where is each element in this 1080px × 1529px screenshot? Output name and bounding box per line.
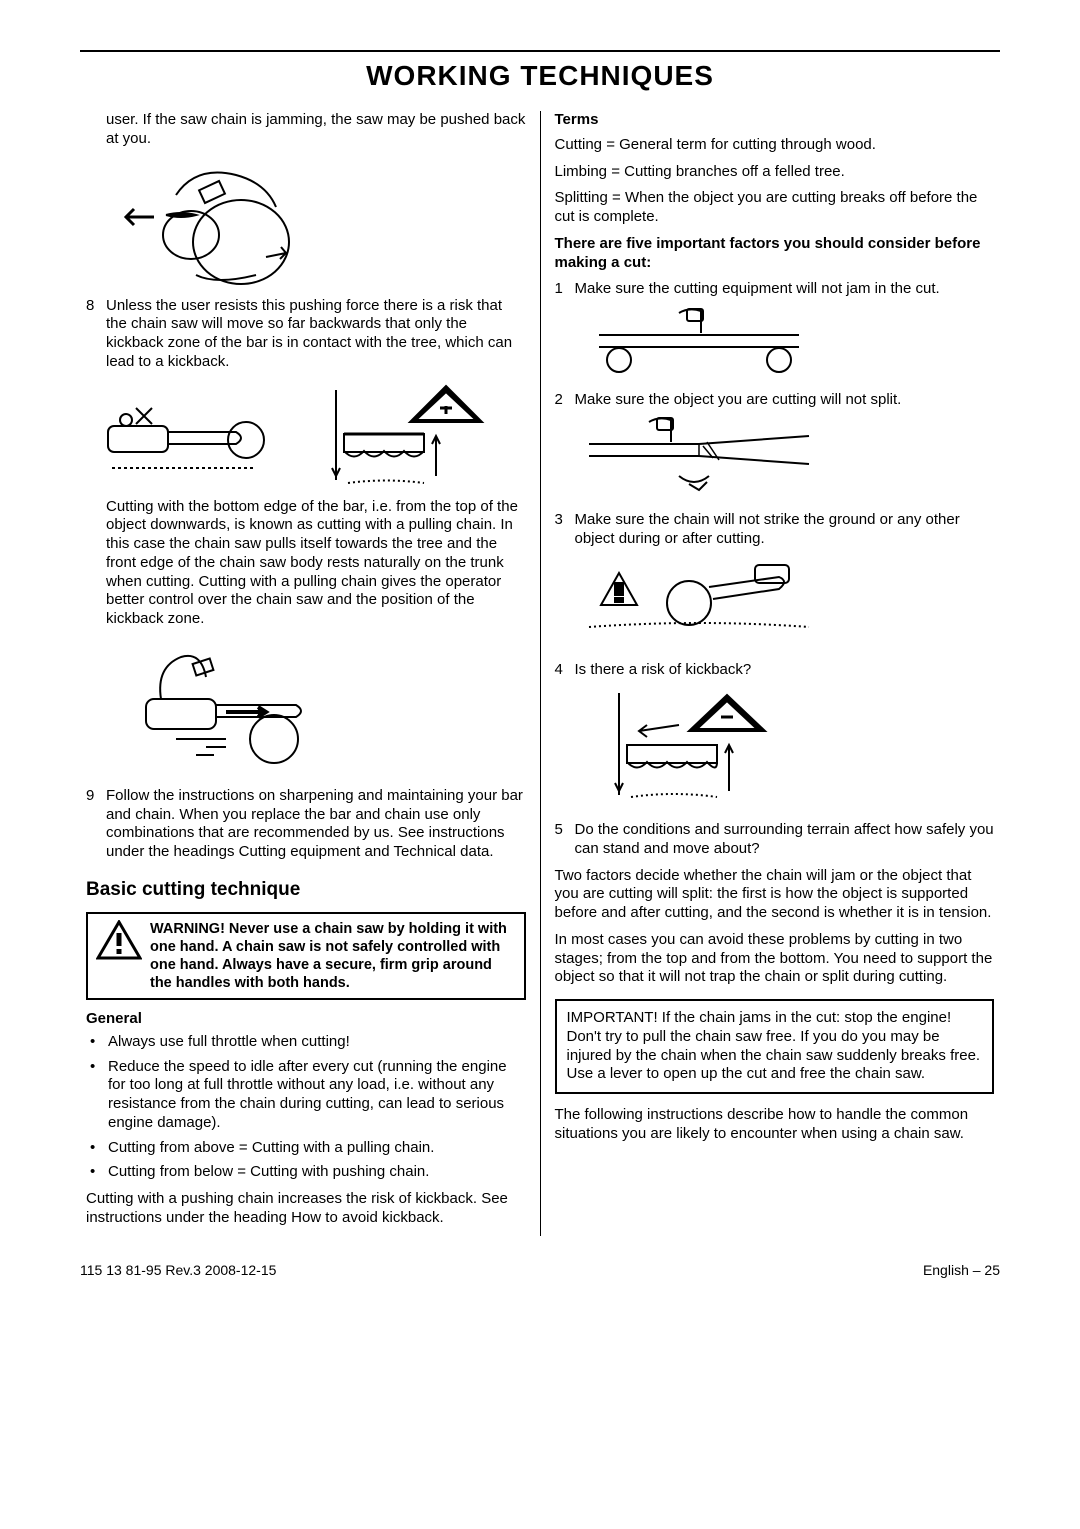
important-text: IMPORTANT! If the chain jams in the cut:… [567, 1009, 981, 1082]
header-rule [80, 50, 1000, 52]
bullet-dot: • [86, 1139, 108, 1158]
terms-heading: Terms [555, 111, 995, 130]
closing-paragraph: The following instructions describe how … [555, 1106, 995, 1144]
factor-4: 4 Is there a risk of kickback? [555, 661, 995, 680]
avoid-problems-paragraph: In most cases you can avoid these proble… [555, 931, 995, 987]
bullet-text: Cutting from below = Cutting with pushin… [108, 1163, 526, 1182]
important-box: IMPORTANT! If the chain jams in the cut:… [555, 999, 995, 1094]
bullet-dot: • [86, 1058, 108, 1133]
bullet-text: Cutting from above = Cutting with a pull… [108, 1139, 526, 1158]
intro-continuation: user. If the saw chain is jamming, the s… [106, 111, 526, 149]
pulling-chain-paragraph: Cutting with the bottom edge of the bar,… [106, 498, 526, 629]
factors-heading: There are five important factors you sho… [555, 235, 995, 273]
subheading-basic-cutting: Basic cutting technique [86, 878, 526, 902]
figure-log-split [579, 416, 995, 502]
page-title: WORKING TECHNIQUES [80, 58, 1000, 93]
bullet-text: Reduce the speed to idle after every cut… [108, 1058, 526, 1133]
list-item-8: 8 Unless the user resists this pushing f… [86, 297, 526, 372]
right-column: Terms Cutting = General term for cutting… [541, 111, 1001, 1236]
two-factors-paragraph: Two factors decide whether the chain wil… [555, 867, 995, 923]
factor-5: 5 Do the conditions and surrounding terr… [555, 821, 995, 859]
item-text: Make sure the cutting equipment will not… [575, 280, 995, 299]
general-heading: General [86, 1010, 526, 1029]
page-footer: 115 13 81-95 Rev.3 2008-12-15 English – … [80, 1262, 1000, 1280]
factor-2: 2 Make sure the object you are cutting w… [555, 391, 995, 410]
list-item-9: 9 Follow the instructions on sharpening … [86, 787, 526, 862]
term-splitting: Splitting = When the object you are cutt… [555, 189, 995, 227]
item-number: 3 [555, 511, 575, 549]
bullet-dot: • [86, 1163, 108, 1182]
term-limbing: Limbing = Cutting branches off a felled … [555, 163, 995, 182]
figure-ground-strike [579, 555, 995, 651]
factor-3: 3 Make sure the chain will not strike th… [555, 511, 995, 549]
item-text: Follow the instructions on sharpening an… [106, 787, 526, 862]
item-text: Make sure the chain will not strike the … [575, 511, 995, 549]
figure-kickback-pair [96, 378, 526, 488]
factor-1: 1 Make sure the cutting equipment will n… [555, 280, 995, 299]
footer-page: English – 25 [923, 1262, 1000, 1280]
item-number: 4 [555, 661, 575, 680]
general-bullet-list: •Always use full throttle when cutting! … [86, 1033, 526, 1182]
footer-revision: 115 13 81-95 Rev.3 2008-12-15 [80, 1262, 276, 1280]
bullet-dot: • [86, 1033, 108, 1052]
item-number: 8 [86, 297, 106, 372]
two-column-layout: user. If the saw chain is jamming, the s… [80, 111, 1000, 1236]
item-number: 5 [555, 821, 575, 859]
warning-triangle-icon [96, 920, 142, 960]
item-text: Is there a risk of kickback? [575, 661, 995, 680]
pushing-chain-paragraph: Cutting with a pushing chain increases t… [86, 1190, 526, 1228]
item-text: Unless the user resists this pushing for… [106, 297, 526, 372]
figure-chainsaw-circles [106, 157, 526, 287]
item-number: 9 [86, 787, 106, 862]
figure-pulling-chain [106, 637, 526, 777]
item-text: Make sure the object you are cutting wil… [575, 391, 995, 410]
left-column: user. If the saw chain is jamming, the s… [80, 111, 541, 1236]
item-text: Do the conditions and surrounding terrai… [575, 821, 995, 859]
bullet-text: Always use full throttle when cutting! [108, 1033, 526, 1052]
warning-text: WARNING! Never use a chain saw by holdin… [150, 920, 516, 993]
warning-box: WARNING! Never use a chain saw by holdin… [86, 912, 526, 1001]
figure-kickback-risk [579, 685, 995, 811]
figure-log-supports-jam [579, 305, 995, 381]
item-number: 2 [555, 391, 575, 410]
item-number: 1 [555, 280, 575, 299]
term-cutting: Cutting = General term for cutting throu… [555, 136, 995, 155]
